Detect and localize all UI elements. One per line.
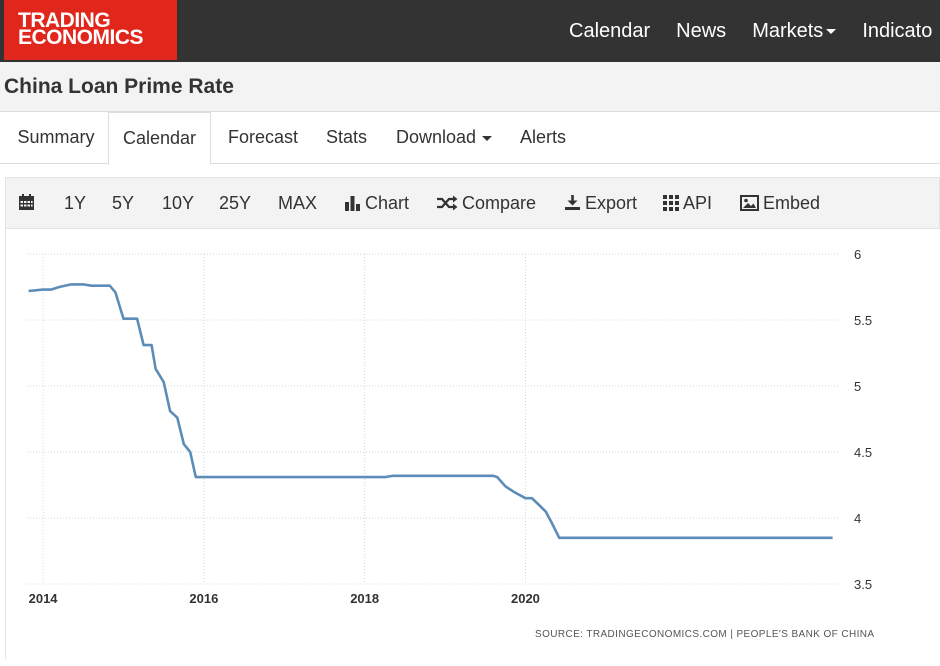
range-5y-button[interactable]: 5Y [112, 193, 135, 213]
y-tick-label: 5.5 [854, 313, 872, 328]
compare-button-label: Compare [462, 193, 537, 213]
nav-indicators[interactable]: Indicato [862, 19, 933, 42]
range-10y-button[interactable]: 10Y [162, 193, 195, 213]
chevron-down-icon [826, 28, 837, 34]
range-max-button[interactable]: MAX [278, 193, 318, 213]
tab-bar: Summary Calendar Forecast Stats Download… [0, 112, 940, 165]
range-1y-button[interactable]: 1Y [64, 193, 87, 213]
bar-chart-icon [345, 196, 360, 211]
top-navigation-bar: TRADING ECONOMICS Calendar News Markets … [0, 0, 940, 62]
chart-toolbar: 1Y 5Y 10Y 25Y MAX Chart Compare Export A… [5, 177, 940, 229]
tab-download[interactable]: Download [382, 112, 506, 164]
download-icon [565, 195, 580, 210]
api-button[interactable]: API [663, 178, 712, 228]
x-tick-label: 2014 [29, 591, 59, 606]
embed-button-label: Embed [763, 193, 821, 213]
main-nav: Calendar News Markets Indicato [556, 0, 940, 62]
compare-button[interactable]: Compare [436, 178, 536, 228]
source-note: SOURCE: TRADINGECONOMICS.COM | PEOPLE'S … [535, 629, 875, 640]
embed-button[interactable]: Embed [740, 178, 820, 228]
nav-markets[interactable]: Markets [752, 19, 837, 43]
trading-economics-logo[interactable]: TRADING ECONOMICS [4, 0, 177, 60]
x-tick-label: 2020 [511, 591, 540, 606]
tab-summary[interactable]: Summary [17, 127, 95, 147]
chevron-down-icon [482, 135, 493, 141]
export-button[interactable]: Export [564, 178, 637, 228]
nav-news[interactable]: News [676, 19, 727, 42]
logo-line-2: ECONOMICS [18, 26, 144, 49]
tab-download-label: Download [395, 127, 477, 147]
tab-alerts[interactable]: Alerts [519, 127, 566, 147]
line-chart: 3.5 4 4.5 5 5.5 6 2014 2016 2018 2020 [27, 247, 872, 606]
x-tick-label: 2016 [189, 591, 218, 606]
page-title: China Loan Prime Rate [4, 75, 234, 98]
series-line [28, 283, 833, 540]
nav-markets-label: Markets [752, 19, 824, 42]
y-tick-label: 4 [854, 511, 861, 526]
shuffle-icon [437, 195, 458, 211]
tab-stats[interactable]: Stats [325, 127, 368, 147]
grid-icon [663, 195, 679, 211]
range-25y-button[interactable]: 25Y [219, 193, 252, 213]
y-tick-label: 3.5 [854, 577, 872, 592]
export-button-label: Export [585, 193, 638, 213]
y-tick-label: 6 [854, 247, 861, 262]
chart-button-label: Chart [365, 193, 410, 213]
y-tick-label: 4.5 [854, 445, 872, 460]
chart-area: 3.5 4 4.5 5 5.5 6 2014 2016 2018 2020 [5, 229, 940, 659]
logo-line-1: TRADING [18, 9, 111, 32]
image-icon [740, 195, 759, 211]
nav-calendar[interactable]: Calendar [569, 19, 651, 42]
y-tick-label: 5 [854, 379, 861, 394]
calendar-icon[interactable] [18, 178, 39, 228]
api-button-label: API [683, 193, 713, 213]
x-tick-label: 2018 [350, 591, 379, 606]
title-bar: China Loan Prime Rate [0, 62, 940, 112]
chart-type-button[interactable]: Chart [344, 178, 409, 228]
tab-calendar[interactable]: Calendar [108, 112, 211, 165]
tab-forecast[interactable]: Forecast [227, 127, 299, 147]
